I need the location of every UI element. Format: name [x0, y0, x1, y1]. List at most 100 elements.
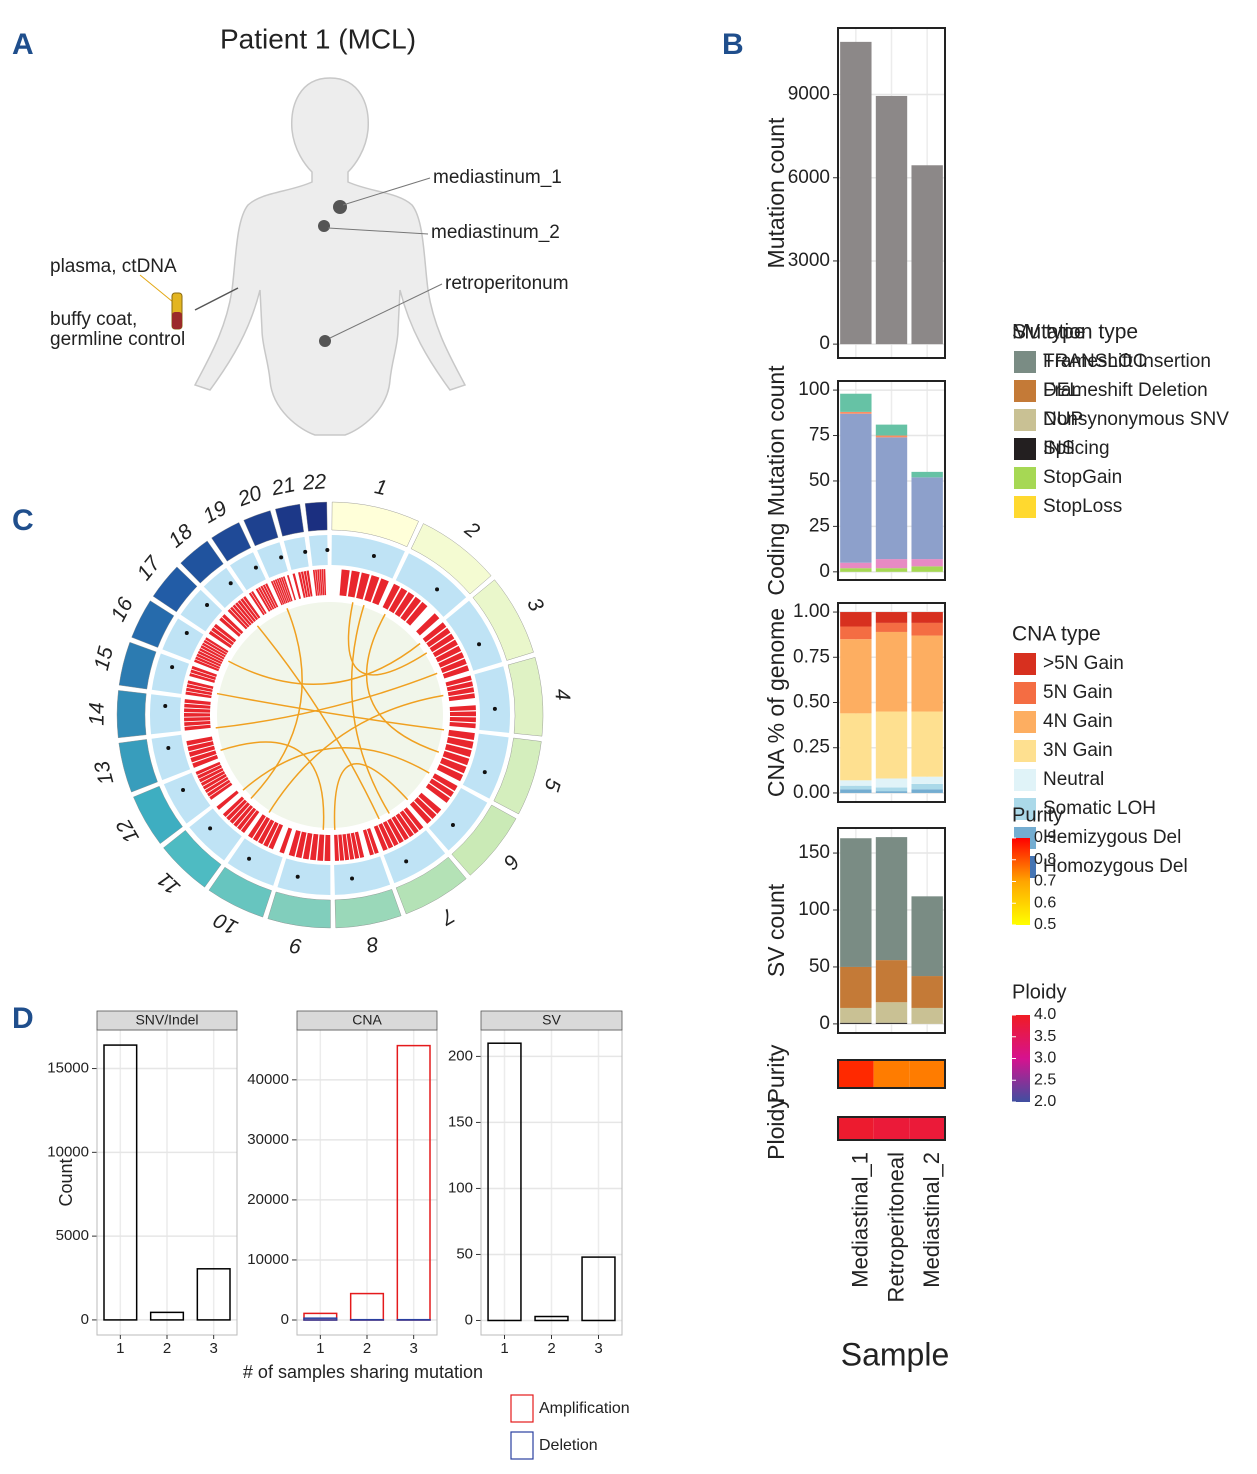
- bar-segment: [840, 411, 872, 414]
- sv-chord: [268, 694, 444, 813]
- cna-ring: [278, 577, 290, 603]
- chromosome-band: [131, 600, 175, 648]
- chromosome-label: 3: [522, 594, 548, 615]
- x-tick-label: 2: [363, 1340, 371, 1357]
- cna-ring: [394, 592, 415, 618]
- circos-core: [217, 602, 443, 828]
- cn-ring: [428, 787, 488, 851]
- sv-dot: [325, 548, 330, 553]
- x-tick-label: 2: [547, 1340, 555, 1357]
- colorbar-label: 3.0: [1034, 1050, 1056, 1067]
- legend-label: DUP: [1043, 409, 1083, 430]
- colorbar-label: 3.5: [1034, 1028, 1056, 1045]
- chromosome-band: [410, 523, 492, 595]
- legend-key: [1014, 438, 1036, 460]
- sv-dot: [477, 642, 482, 647]
- cna-ring: [233, 804, 254, 828]
- chromosome-band: [395, 856, 467, 915]
- x-axis-label: # of samples sharing mutation: [243, 1362, 483, 1382]
- sv-chord: [216, 692, 445, 731]
- cna-ring: [445, 675, 472, 687]
- x-tick-label: 3: [209, 1340, 217, 1357]
- site-label: retroperitonum: [445, 273, 569, 294]
- cna-ring: [279, 827, 293, 854]
- y-tick-label: 0.50: [793, 692, 830, 713]
- cna-ring: [262, 584, 277, 609]
- cna-ring: [251, 591, 267, 615]
- bar-segment: [840, 789, 872, 793]
- cna-ring: [440, 658, 467, 674]
- sv-chord: [333, 763, 409, 830]
- cna-ring: [346, 833, 355, 860]
- sv-dot: [228, 581, 233, 586]
- legend-key: [1014, 496, 1036, 518]
- legend-title: SV type: [1012, 321, 1086, 344]
- legend-key: [1014, 351, 1036, 373]
- chromosome-band: [275, 503, 305, 537]
- bar-segment: [840, 780, 872, 786]
- cn-ring: [151, 653, 190, 694]
- sv-dot: [295, 874, 300, 879]
- legend-label: Deletion: [539, 1437, 598, 1454]
- cna-ring: [203, 639, 228, 656]
- plot-frame: [837, 602, 946, 803]
- cna-ring: [414, 797, 437, 820]
- x-tick-label: Mediastinal_2: [919, 1152, 944, 1288]
- bar-segment: [911, 776, 943, 784]
- legend-key: [1014, 682, 1036, 704]
- cna-ring: [184, 708, 211, 713]
- cna-ring: [205, 637, 229, 653]
- plot-frame: [837, 27, 946, 359]
- y-tick-label: 50: [809, 470, 830, 491]
- sv-dot: [208, 826, 213, 831]
- sv-dot: [492, 706, 497, 711]
- y-tick-label: 100: [798, 899, 830, 920]
- bar-segment: [875, 791, 908, 793]
- cna-ring: [342, 833, 350, 861]
- chromosome-band: [507, 657, 544, 737]
- cn-ring: [445, 600, 503, 671]
- bar-segment: [875, 1022, 908, 1024]
- bar-segment: [911, 976, 943, 1008]
- cna-ring: [199, 648, 224, 662]
- cna-ring: [229, 802, 250, 824]
- cna-ring: [362, 829, 374, 856]
- facet-strip: [480, 1010, 623, 1031]
- cna-ring: [302, 832, 313, 860]
- chromosome-band: [493, 737, 542, 815]
- cna-ring: [446, 681, 474, 692]
- y-axis-label: Mutation count: [763, 117, 789, 268]
- facet-strip: [296, 1010, 438, 1031]
- legend-label: 4N Gain: [1043, 711, 1113, 732]
- bar-segment: [875, 435, 908, 438]
- cna-ring: [186, 736, 213, 746]
- cn-ring: [383, 830, 446, 884]
- cna-ring: [436, 764, 464, 782]
- sv-dot: [181, 787, 186, 792]
- bar-segment: [911, 477, 943, 560]
- x-tick-label: 3: [409, 1340, 417, 1357]
- cna-ring: [444, 744, 472, 758]
- legend-key: [1014, 711, 1036, 733]
- bar-segment: [875, 837, 908, 961]
- facet-title: SNV/Indel: [135, 1012, 198, 1028]
- sv-chord: [215, 672, 438, 729]
- bar-segment: [875, 622, 908, 632]
- cna-ring: [235, 602, 254, 624]
- cna-ring: [197, 650, 223, 665]
- cna-ring: [292, 573, 302, 600]
- cna-ring: [189, 673, 216, 683]
- legend-label: Neutral: [1043, 769, 1104, 790]
- cn-ring: [227, 838, 283, 886]
- sv-dot: [247, 856, 252, 861]
- y-tick-label: 0.25: [793, 737, 830, 758]
- panel-label: A: [12, 28, 34, 61]
- colorbar-label: 0.6: [1034, 894, 1056, 911]
- legend-label: Homozygous Del: [1043, 856, 1188, 877]
- plot-frame: [837, 380, 946, 581]
- y-tick-label: 0: [819, 333, 830, 354]
- legend-label: Splicing: [1043, 438, 1110, 459]
- cna-ring: [400, 596, 422, 622]
- legend-label: Amplification: [539, 1400, 630, 1417]
- bar: [840, 41, 872, 345]
